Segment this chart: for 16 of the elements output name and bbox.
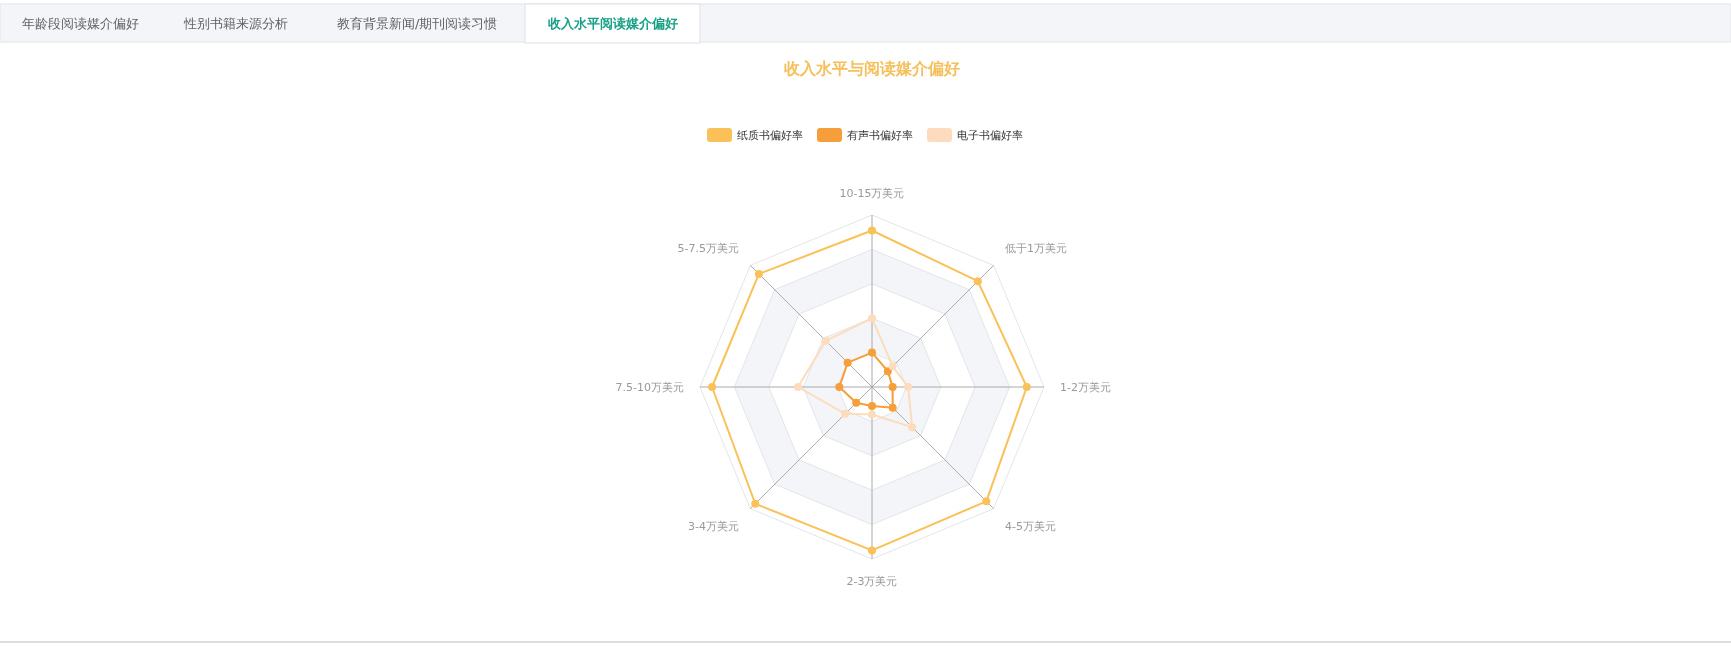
chart-title: 收入水平与阅读媒介偏好 bbox=[784, 59, 960, 78]
text: 教育背景新闻/期刊阅读习惯 bbox=[337, 16, 498, 31]
spoke-label: 10-15万美元 bbox=[839, 187, 905, 200]
legend-label: 有声书偏好率 bbox=[847, 129, 913, 142]
spoke-label: 1-2万美元 bbox=[1060, 381, 1111, 394]
spoke-label: 2-3万美元 bbox=[846, 575, 898, 588]
spoke-label: 3-4万美元 bbox=[688, 519, 740, 533]
text: 收入水平阅读媒介偏好 bbox=[547, 16, 678, 31]
legend-label: 电子书偏好率 bbox=[957, 129, 1023, 142]
legend-label: 纸质书偏好率 bbox=[737, 129, 803, 142]
spoke-label: 7.5-10万美元 bbox=[615, 381, 684, 394]
spoke-label: 低于1万美元 bbox=[1004, 242, 1067, 256]
text: 性别书籍来源分析 bbox=[182, 16, 288, 31]
text: 年龄段阅读媒介偏好 bbox=[22, 16, 140, 31]
spoke-label: 5-7.5万美元 bbox=[677, 242, 740, 256]
spoke-label: 4-5万美元 bbox=[1004, 519, 1056, 533]
